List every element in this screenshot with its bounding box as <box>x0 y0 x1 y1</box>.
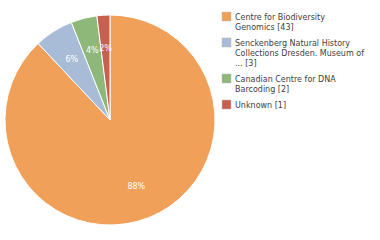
pie-slice <box>97 15 110 120</box>
slice-labels: 88% 6% 4%2% <box>65 44 145 191</box>
slice-label: 2% <box>99 44 112 53</box>
pie-slice <box>71 16 110 120</box>
slice-label: 4% <box>86 46 99 55</box>
legend-label: Senckenberg Natural HistoryCollections D… <box>235 39 364 68</box>
pie <box>5 15 215 225</box>
legend-swatch <box>222 12 231 21</box>
legend-label: Canadian Centre for DNABarcoding [2] <box>235 75 336 94</box>
legend-swatch <box>222 100 231 109</box>
slice-label: 88% <box>127 182 145 191</box>
slice-label: 6% <box>65 55 78 64</box>
pie-slice <box>5 15 215 225</box>
legend-swatch <box>222 38 231 47</box>
chart: 88% 6% 4%2% Centre for BiodiversityGenomics… <box>0 0 380 240</box>
legend: Centre for BiodiversityGenomics [43] Senc… <box>222 12 364 110</box>
legend-swatch <box>222 74 231 83</box>
legend-label: Unknown [1] <box>235 101 286 110</box>
legend-label: Centre for BiodiversityGenomics [43] <box>235 13 325 32</box>
